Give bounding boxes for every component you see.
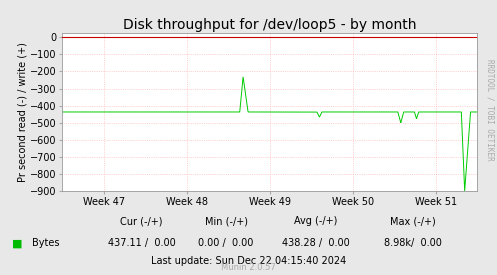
Title: Disk throughput for /dev/loop5 - by month: Disk throughput for /dev/loop5 - by mont… <box>123 18 416 32</box>
Text: Avg (-/+): Avg (-/+) <box>294 216 337 226</box>
Text: RRDTOOL / TOBI OETIKER: RRDTOOL / TOBI OETIKER <box>486 59 495 161</box>
Text: Min (-/+): Min (-/+) <box>205 216 248 226</box>
Text: Max (-/+): Max (-/+) <box>390 216 435 226</box>
Text: ■: ■ <box>12 238 23 248</box>
Text: 0.00 /  0.00: 0.00 / 0.00 <box>198 238 254 248</box>
Text: 437.11 /  0.00: 437.11 / 0.00 <box>108 238 175 248</box>
Text: Bytes: Bytes <box>32 238 60 248</box>
Text: 438.28 /  0.00: 438.28 / 0.00 <box>282 238 349 248</box>
Text: 8.98k/  0.00: 8.98k/ 0.00 <box>384 238 441 248</box>
Text: Last update: Sun Dec 22 04:15:40 2024: Last update: Sun Dec 22 04:15:40 2024 <box>151 256 346 266</box>
Text: Cur (-/+): Cur (-/+) <box>120 216 163 226</box>
Text: Munin 2.0.57: Munin 2.0.57 <box>221 263 276 272</box>
Y-axis label: Pr second read (-) / write (+): Pr second read (-) / write (+) <box>17 42 27 182</box>
